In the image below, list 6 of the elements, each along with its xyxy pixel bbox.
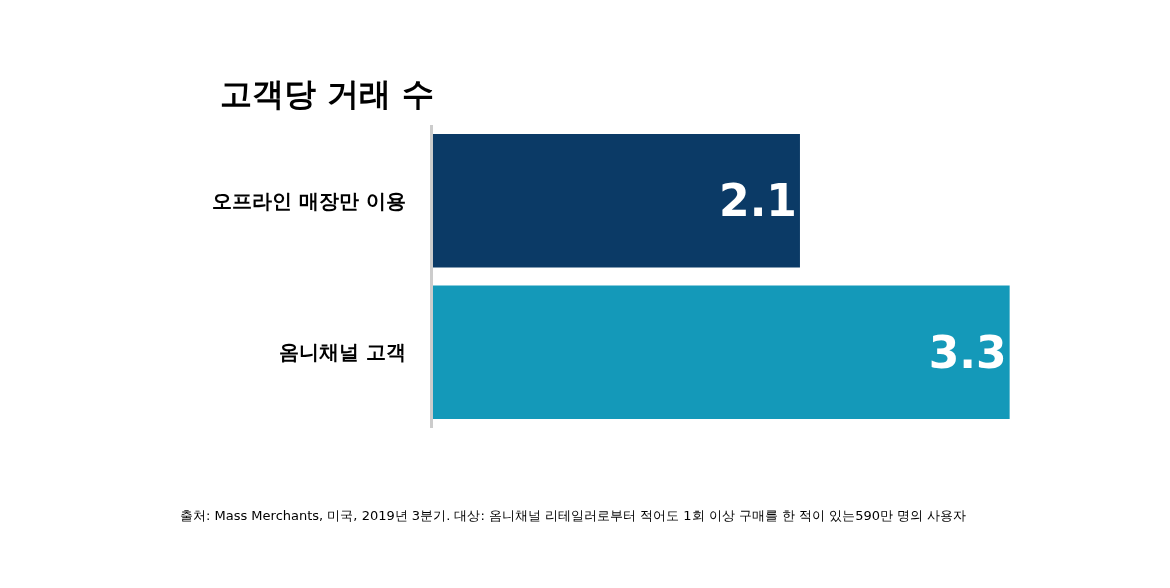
data-label: 3.3 [928,326,1007,378]
data-label: 2.1 [719,175,797,227]
source-note: 출처: Mass Merchants, 미국, 2019년 3분기. 대상: 옴니채널 리테일러로부터 적어도 1회 이상 구매를 한 적이 있는590만 명의 사용자 [180,508,967,523]
chart-title: 고객당 거래 수 [219,74,435,113]
y-tick-label: 옴니채널 고객 [279,340,406,365]
y-tick-label: 오프라인 매장만 이용 [212,188,406,213]
